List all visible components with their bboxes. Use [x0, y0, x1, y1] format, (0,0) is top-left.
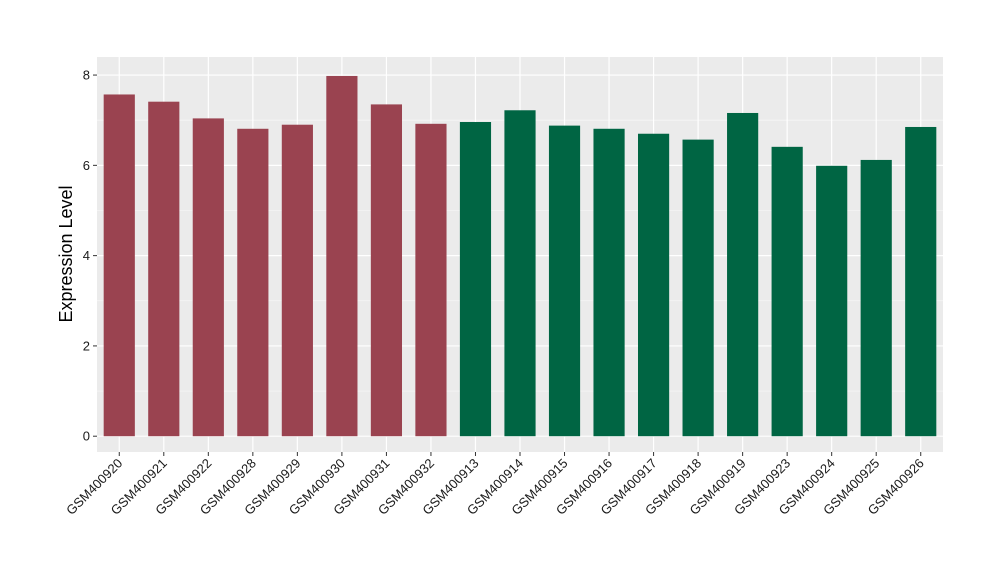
bar-GSM400915 [548, 125, 581, 437]
bar-GSM400919 [727, 112, 759, 437]
bar-GSM400918 [682, 139, 714, 437]
bar-GSM400916 [593, 128, 625, 437]
bar-GSM400931 [370, 104, 403, 437]
bar-GSM400932 [415, 123, 447, 437]
y-tick-label: 4 [83, 248, 90, 263]
y-tick-label: 6 [83, 158, 90, 173]
bar-GSM400924 [816, 165, 848, 437]
bar-GSM400921 [148, 101, 180, 437]
bar-GSM400914 [504, 110, 536, 437]
y-axis-title: Expression Level [56, 185, 76, 322]
bar-GSM400925 [860, 159, 892, 437]
bar-GSM400929 [281, 124, 313, 437]
bar-GSM400922 [192, 118, 224, 437]
x-axis: GSM400920GSM400921GSM400922GSM400928GSM4… [63, 452, 927, 518]
bar-GSM400920 [103, 94, 135, 437]
bar-GSM400917 [637, 133, 670, 437]
bars [103, 75, 937, 437]
y-tick-label: 2 [83, 338, 90, 353]
y-tick-label: 0 [83, 429, 90, 444]
bar-GSM400930 [326, 75, 358, 437]
y-tick-label: 8 [83, 68, 90, 83]
bar-GSM400926 [905, 126, 937, 437]
bar-GSM400923 [771, 146, 803, 437]
y-axis: 0 2 4 6 8 [83, 68, 97, 444]
bar-GSM400913 [459, 122, 492, 437]
bar-GSM400928 [237, 128, 269, 437]
